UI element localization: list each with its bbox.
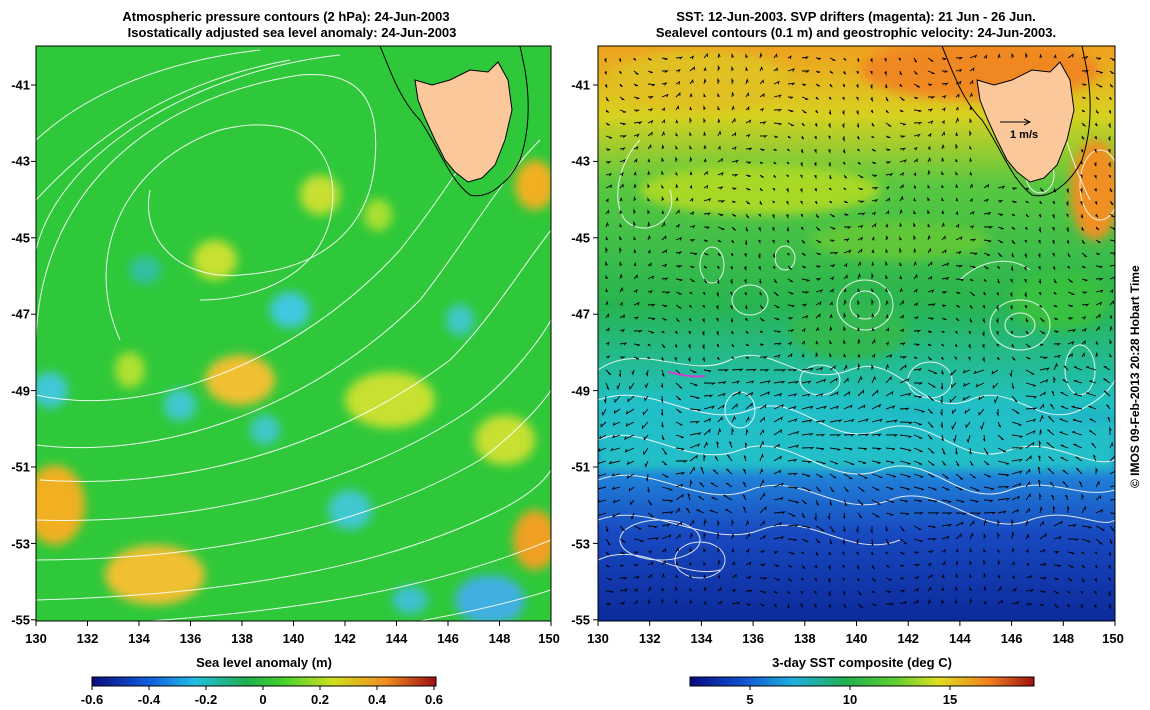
right-y-tick: -51 [571,459,590,475]
right-x-tick: 148 [1052,631,1075,646]
sst-cb-tick: 5 [746,692,754,707]
tasmania-land [414,61,513,183]
right-x-tick: 144 [949,631,971,646]
left-y-tick: -49 [11,383,30,399]
sla-cb-tick: 0.2 [310,692,330,707]
right-y-tick: -53 [571,536,590,552]
left-x-tick: 130 [25,631,47,646]
sla-cb-tick: 0 [259,692,267,707]
sst-features [598,46,1115,470]
right-y-tick: -45 [571,230,590,246]
colorbar-ticks [91,686,951,690]
shelf-contour-right [941,46,1091,197]
right-y-tick: -43 [571,153,590,169]
right-title-line2: Sealevel contours (0.1 m) and geostrophi… [655,25,1057,40]
right-y-tick: -47 [571,306,590,322]
axis-tick-marks [31,84,1116,626]
left-x-tick: 146 [437,631,459,646]
velocity-scale-label: 1 m/s [1010,129,1038,141]
geostrophic-velocity-arrows [598,52,1115,610]
left-x-tick: 150 [538,631,560,646]
right-x-tick: 136 [742,631,764,646]
left-x-tick: 148 [488,631,511,646]
left-map [36,46,551,621]
right-x-tick: 130 [587,631,609,646]
left-y-tick: -53 [11,536,30,552]
left-x-tick: 132 [76,631,99,646]
pressure-contours [36,49,551,621]
left-x-tick: 140 [282,631,305,646]
left-y-tick: -47 [11,306,30,322]
right-y-tick: -41 [571,77,590,93]
left-y-tick: -41 [11,77,30,93]
right-x-tick: 150 [1102,631,1124,646]
sst-cb-tick: 10 [842,692,858,707]
sla-colorbar-label: Sea level anomaly (m) [196,655,332,670]
sla-cb-tick: -0.6 [80,692,104,707]
left-title-line1: Atmospheric pressure contours (2 hPa): 2… [122,9,450,24]
left-title-line2: Isostatically adjusted sea level anomaly… [127,25,457,40]
drifter-track [667,371,706,378]
left-x-tick: 144 [385,631,408,646]
left-x-tick: 138 [231,631,253,646]
right-x-tick: 142 [897,631,920,646]
left-y-tick: -43 [11,153,30,169]
sla-cb-tick: 0.6 [424,692,444,707]
sst-colorbar-label: 3-day SST composite (deg C) [772,655,952,670]
right-title-line1: SST: 12-Jun-2003. SVP drifters (magenta)… [676,9,1036,24]
right-x-tick: 134 [690,631,713,646]
right-map: 1 m/s [598,46,1115,621]
imos-credit: © IMOS 09-Feb-2013 20:28 Hobart Time [1128,265,1142,488]
right-x-tick: 138 [793,631,816,646]
sla-cb-tick: -0.2 [194,692,218,707]
right-y-tick: -49 [571,383,590,399]
right-x-tick: 146 [1000,631,1023,646]
left-x-tick: 134 [128,631,150,646]
right-y-tick: -55 [571,612,590,628]
sst-cb-tick: 15 [942,692,958,707]
sst-colorbar [689,676,1035,687]
right-x-tick: 140 [845,631,868,646]
left-x-tick: 142 [334,631,356,646]
left-y-tick: -45 [11,230,30,246]
shelf-contour [379,46,529,197]
left-y-tick: -55 [11,612,30,628]
sla-cb-tick: 0.4 [367,692,387,707]
left-x-tick: 136 [179,631,202,646]
sla-cb-tick: -0.4 [137,692,161,707]
sla-colorbar [91,676,437,687]
right-x-tick: 132 [638,631,661,646]
left-y-tick: -51 [11,459,30,475]
